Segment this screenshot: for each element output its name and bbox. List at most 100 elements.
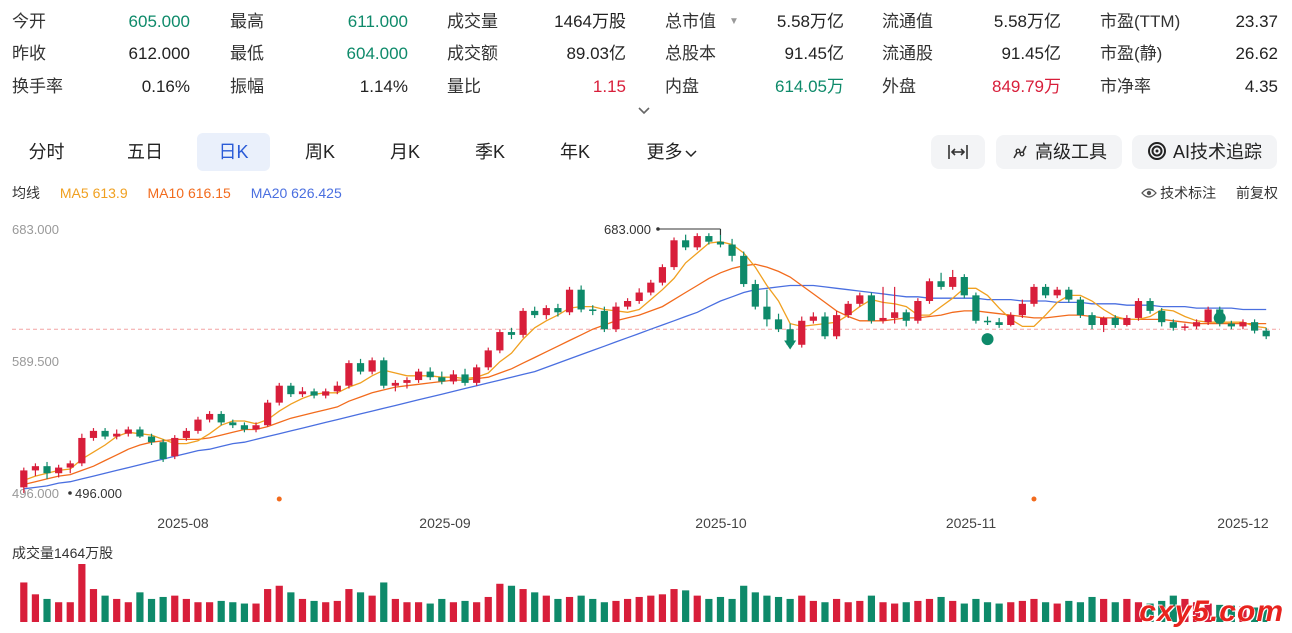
candle-body (1041, 286, 1050, 296)
volume-bar (484, 596, 492, 622)
volume-bar (879, 602, 887, 622)
candle-body (949, 277, 957, 287)
stat-label: 成交量 (447, 12, 498, 31)
candle-body (914, 301, 922, 321)
volume-bar (1123, 598, 1131, 622)
tab-4[interactable]: 周K (285, 133, 355, 171)
volume-bar (1065, 600, 1073, 622)
candle-body (1250, 322, 1259, 331)
volume-bar (763, 595, 771, 622)
volume-bar (531, 592, 539, 622)
candle-body (1030, 286, 1038, 304)
tab-2[interactable]: 五日 (110, 133, 180, 171)
volume-bar (1111, 602, 1119, 622)
volume-bar (240, 603, 249, 622)
ma20-line (23, 284, 1267, 490)
volume-bar (589, 598, 597, 622)
chart-options: 技术标注 前复权 (1125, 183, 1278, 203)
tab-8[interactable]: 更多 (625, 133, 718, 171)
high-pointer-dot (656, 227, 660, 231)
advanced-tools-button[interactable]: 高级工具 (996, 135, 1122, 169)
tab-7[interactable]: 年K (540, 133, 610, 171)
signal-down-triangle (784, 340, 797, 350)
candle-body (1192, 322, 1201, 327)
candle-body (1018, 303, 1026, 316)
candle-body (101, 430, 109, 437)
tab-1[interactable]: 分时 (13, 133, 80, 171)
fit-width-icon (948, 145, 968, 159)
stat-label: 量比 (447, 77, 481, 96)
volume-bar (159, 596, 167, 622)
volume-chart[interactable] (0, 560, 1292, 626)
tab-6[interactable]: 季K (455, 133, 525, 171)
tab-label: 更多 (646, 142, 683, 162)
candle-body (1111, 317, 1119, 325)
dropdown-triangle-icon[interactable]: ▼ (729, 16, 739, 27)
ai-tracking-button[interactable]: AI技术追踪 (1132, 135, 1277, 169)
volume-bar (995, 603, 1003, 622)
ma10-line (23, 263, 1267, 486)
candle-body (275, 385, 283, 403)
candle-body (856, 295, 864, 304)
candle-body (1158, 310, 1166, 323)
stat-3: 成交量 1464万股 (447, 7, 626, 37)
x-axis-label: 2025-09 (419, 515, 471, 531)
ai-swirl-icon (1147, 142, 1166, 160)
volume-bar (542, 595, 550, 622)
volume-bar (438, 598, 446, 622)
candle-body (473, 367, 481, 383)
volume-bar (403, 602, 411, 622)
candle-body (171, 437, 179, 457)
candlestick-chart[interactable]: 683.000 589.500 496.000 683.000 496.000 2025-… (0, 205, 1292, 540)
stat-15: 量比 1.15 (447, 72, 626, 102)
volume-bar (1053, 603, 1061, 622)
candle-body (554, 308, 562, 313)
candle-body (322, 391, 330, 396)
stat-label: 成交额 (447, 44, 498, 63)
volume-bar (205, 602, 214, 622)
candle-body (519, 310, 527, 335)
volume-bar (565, 596, 574, 622)
chevron-down-icon[interactable] (637, 104, 651, 118)
stat-4[interactable]: 总市值 ▼ 5.58万亿 (665, 7, 844, 37)
volume-bar (345, 589, 353, 622)
volume-bar (333, 600, 341, 622)
candle-body (658, 267, 667, 283)
volume-bar (101, 595, 109, 622)
candle-body (124, 429, 132, 434)
candle-body (159, 442, 167, 460)
fit-width-button[interactable] (931, 135, 985, 169)
tab-label: 五日 (127, 142, 163, 162)
volume-bar (670, 589, 678, 622)
candle-body (496, 332, 504, 351)
volume-bar (693, 595, 701, 622)
candle-body (531, 310, 539, 316)
stat-label: 流通股 (882, 44, 933, 63)
volume-bar (426, 603, 434, 622)
x-axis-label: 2025-11 (946, 515, 997, 531)
volume-bar (786, 598, 794, 622)
candle-body (600, 310, 608, 330)
candle-body (740, 255, 748, 285)
stat-label: 市净率 (1100, 77, 1151, 96)
candle-body (229, 422, 237, 426)
candle-body (264, 402, 272, 426)
candle-body (995, 322, 1003, 325)
candle-body (1007, 315, 1015, 325)
volume-bar (902, 602, 910, 622)
volume-bar (519, 589, 527, 622)
volume-bar (960, 603, 968, 622)
volume-label: 成交量1464万股 (12, 545, 114, 561)
stat-value: 1.15 (592, 77, 626, 96)
volume-bar (171, 595, 179, 622)
stat-label: 市盈(TTM) (1100, 12, 1181, 31)
adjust-mode-toggle[interactable]: 前复权 (1236, 185, 1278, 201)
candle-body (391, 382, 399, 386)
candle-body (66, 463, 74, 468)
tab-5[interactable]: 月K (370, 133, 440, 171)
tech-annotation-toggle[interactable]: 技术标注 (1141, 185, 1220, 201)
tab-label: 年K (559, 142, 590, 162)
candle-body (55, 467, 63, 474)
tab-3[interactable]: 日K (197, 133, 270, 171)
volume-bar (682, 590, 690, 622)
